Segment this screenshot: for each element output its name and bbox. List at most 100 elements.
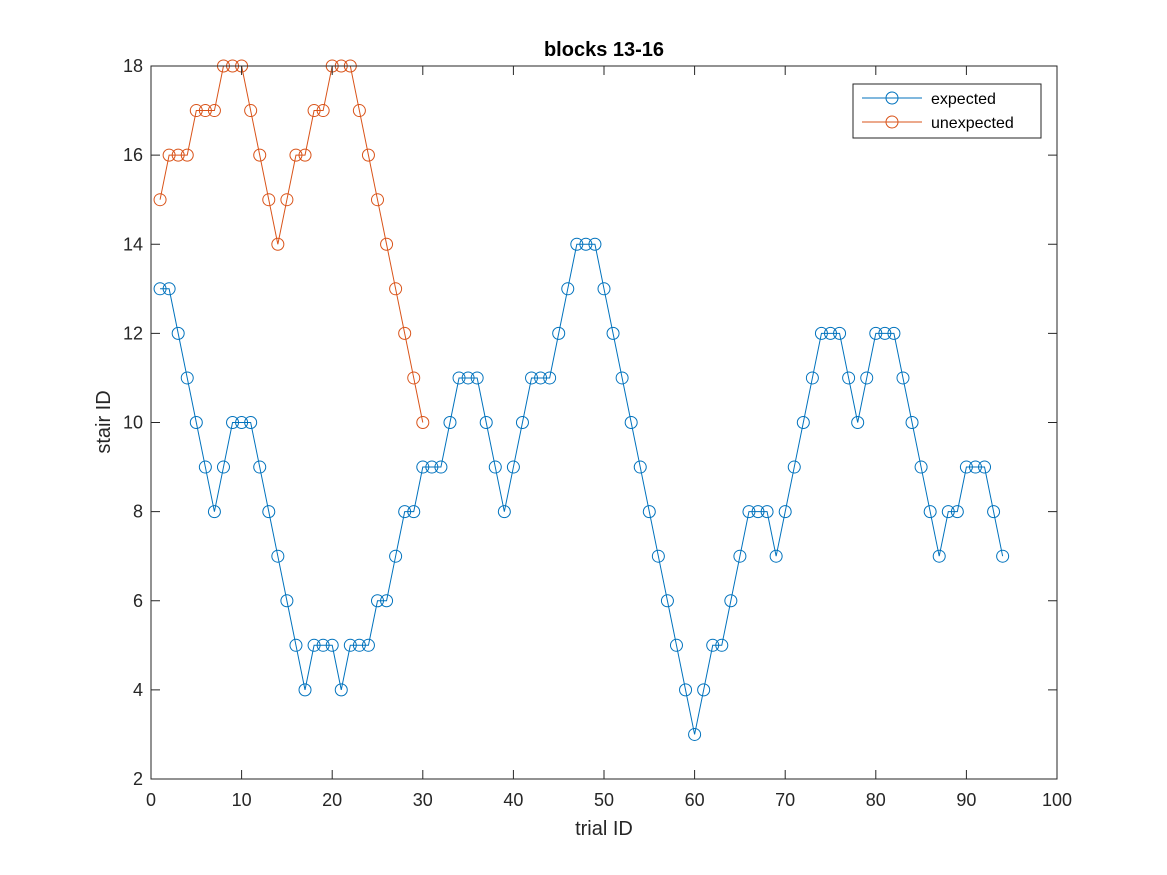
data-point-expected [561,282,575,296]
data-point-expected [742,505,756,519]
data-point-expected [515,416,529,429]
data-point-expected [796,416,810,429]
data-point-expected [679,683,693,697]
data-point-expected [434,460,448,474]
data-point-expected [932,549,946,563]
plot-area [151,66,1057,779]
data-point-expected [488,460,502,474]
x-tick-label: 100 [1042,790,1072,810]
x-tick-label: 60 [685,790,705,810]
data-point-unexpected [389,282,403,296]
data-point-expected [389,549,403,563]
data-point-expected [642,505,656,519]
data-point-expected [923,505,937,519]
data-point-unexpected [416,416,430,429]
data-point-expected [733,549,747,563]
data-point-expected [398,505,412,519]
data-point-expected [425,460,439,474]
data-point-expected [452,371,466,385]
y-tick-label: 12 [123,323,143,343]
data-point-expected [805,371,819,385]
data-point-expected [497,505,511,519]
data-point-expected [833,326,847,340]
data-point-expected [651,549,665,563]
x-tick-label: 0 [146,790,156,810]
data-point-unexpected [280,193,294,207]
legend-marker-unexpected [885,115,899,129]
data-point-expected [334,683,348,697]
data-point-unexpected [298,148,312,162]
data-point-expected [669,638,683,652]
data-point-expected [543,371,557,385]
data-point-expected [842,371,856,385]
data-point-unexpected [361,148,375,162]
data-point-expected [941,505,955,519]
data-point-expected [525,371,539,385]
data-point-expected [624,416,638,429]
data-point-expected [506,460,520,474]
data-point-expected [896,371,910,385]
data-point-expected [162,282,176,296]
data-point-expected [615,371,629,385]
x-tick-label: 50 [594,790,614,810]
legend-box [852,83,1042,139]
legend: expected unexpected [852,83,1042,139]
series-line-unexpected [159,65,424,423]
data-point-expected [371,594,384,608]
data-point-expected [688,727,702,741]
legend-entry-expected: expected [862,91,996,108]
x-tick-label: 20 [322,790,342,810]
data-point-expected [814,326,828,340]
data-point-expected [950,505,964,519]
data-point-unexpected [253,148,267,162]
data-point-expected [244,416,258,429]
data-point-unexpected [189,104,203,118]
series-line-expected [160,243,1004,735]
data-point-expected [307,638,321,652]
data-point-expected [180,371,194,385]
data-point-expected [380,594,394,608]
data-point-expected [189,416,203,429]
data-point-expected [552,326,566,340]
data-point-expected [660,594,674,608]
legend-marker-expected [885,91,899,105]
data-point-expected [479,416,493,429]
y-tick-label: 14 [123,234,143,254]
data-point-unexpected [371,193,384,207]
x-axis-label: trial ID [575,818,633,840]
series-expected [153,237,1010,741]
data-point-unexpected [398,326,412,340]
data-point-expected [633,460,647,474]
data-point-expected [343,638,357,652]
data-point-unexpected [352,104,366,118]
data-point-expected [316,638,330,652]
data-point-expected [207,505,221,519]
data-point-expected [987,505,1001,519]
y-tick-label: 8 [133,502,143,522]
data-point-unexpected [180,148,194,162]
data-point-expected [443,416,457,429]
data-point-expected [751,505,765,519]
chart-title: blocks 13-16 [544,39,664,61]
data-point-expected [824,326,837,340]
data-point-expected [253,460,267,474]
data-point-expected [706,638,720,652]
data-point-unexpected [407,371,421,385]
x-tick-label: 80 [866,790,886,810]
data-point-expected [461,371,475,385]
data-point-expected [887,326,901,340]
y-tick-label: 10 [123,413,143,433]
data-point-expected [760,505,774,519]
y-tick-label: 2 [133,769,143,789]
data-point-unexpected [153,193,167,207]
data-point-expected [579,237,593,251]
data-point-expected [289,638,303,652]
data-point-expected [959,460,973,474]
x-tick-label: 70 [775,790,795,810]
data-point-expected [216,460,230,474]
data-point-unexpected [198,104,212,118]
data-point-expected [280,594,294,608]
legend-label-unexpected: unexpected [931,115,1014,132]
series-layer [153,59,1010,741]
